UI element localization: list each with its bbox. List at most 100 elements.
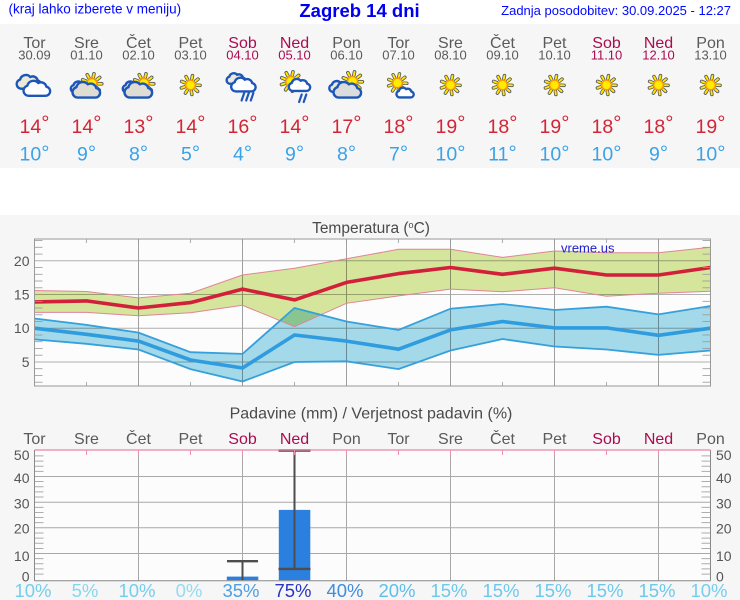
svg-text:15%: 15% <box>638 580 675 600</box>
svg-text:15: 15 <box>14 287 30 303</box>
svg-text:Tor: Tor <box>23 35 46 52</box>
svg-text:06.10: 06.10 <box>330 48 363 63</box>
svg-text:35%: 35% <box>222 580 259 600</box>
svg-text:11°: 11° <box>488 142 516 166</box>
svg-text:Pon: Pon <box>696 431 724 448</box>
svg-text:07.10: 07.10 <box>382 48 415 63</box>
svg-text:20: 20 <box>14 521 30 537</box>
svg-text:10.10: 10.10 <box>538 48 571 63</box>
svg-text:0: 0 <box>716 569 724 585</box>
svg-text:0%: 0% <box>176 580 203 600</box>
svg-text:10%: 10% <box>14 580 51 600</box>
svg-text:15%: 15% <box>534 580 571 600</box>
svg-text:30: 30 <box>716 495 732 511</box>
svg-text:14°: 14° <box>72 112 102 138</box>
svg-text:20: 20 <box>14 253 30 269</box>
svg-text:Pet: Pet <box>542 35 567 52</box>
svg-text:Temperatura (oC): Temperatura (oC) <box>312 220 430 237</box>
svg-text:12.10: 12.10 <box>642 48 675 63</box>
svg-text:18°: 18° <box>488 112 518 138</box>
svg-text:16°: 16° <box>228 112 258 138</box>
svg-text:15%: 15% <box>430 580 467 600</box>
svg-text:40: 40 <box>716 470 732 486</box>
svg-text:20%: 20% <box>378 580 415 600</box>
svg-text:Sob: Sob <box>592 35 621 52</box>
svg-text:5: 5 <box>22 354 30 370</box>
svg-text:Ned: Ned <box>280 431 309 448</box>
svg-text:10°: 10° <box>540 142 570 166</box>
svg-text:10%: 10% <box>690 580 727 600</box>
svg-text:19°: 19° <box>696 112 726 138</box>
svg-text:50: 50 <box>14 447 30 463</box>
svg-text:Sob: Sob <box>592 431 621 448</box>
svg-text:vreme.us: vreme.us <box>561 241 615 256</box>
svg-text:15%: 15% <box>586 580 623 600</box>
svg-text:Tor: Tor <box>23 431 46 448</box>
svg-text:18°: 18° <box>644 112 674 138</box>
svg-text:14°: 14° <box>280 112 310 138</box>
svg-text:10°: 10° <box>436 142 466 166</box>
svg-text:13°: 13° <box>124 112 154 138</box>
svg-text:10: 10 <box>14 548 30 564</box>
svg-text:Pon: Pon <box>332 35 360 52</box>
svg-text:10°: 10° <box>20 142 50 166</box>
svg-text:5°: 5° <box>181 142 200 166</box>
svg-text:05.10: 05.10 <box>278 48 311 63</box>
svg-text:30: 30 <box>14 495 30 511</box>
svg-text:02.10: 02.10 <box>122 48 155 63</box>
svg-text:40: 40 <box>14 470 30 486</box>
svg-text:40%: 40% <box>326 580 363 600</box>
svg-text:9°: 9° <box>285 142 304 166</box>
svg-text:8°: 8° <box>129 142 148 166</box>
svg-text:20: 20 <box>716 521 732 537</box>
svg-text:4°: 4° <box>233 142 252 166</box>
svg-text:Čet: Čet <box>490 33 515 52</box>
svg-text:Čet: Čet <box>126 33 151 52</box>
svg-text:14°: 14° <box>176 112 206 138</box>
svg-text:18°: 18° <box>592 112 622 138</box>
svg-text:75%: 75% <box>274 580 311 600</box>
svg-text:08.10: 08.10 <box>434 48 467 63</box>
svg-text:19°: 19° <box>436 112 466 138</box>
svg-text:Čet: Čet <box>126 429 151 448</box>
svg-text:10°: 10° <box>592 142 622 166</box>
svg-text:9°: 9° <box>77 142 96 166</box>
svg-text:Pet: Pet <box>178 35 203 52</box>
svg-text:0: 0 <box>22 569 30 585</box>
svg-text:Čet: Čet <box>490 429 515 448</box>
svg-text:Pon: Pon <box>696 35 724 52</box>
svg-text:Tor: Tor <box>387 35 410 52</box>
svg-text:10°: 10° <box>696 142 726 166</box>
svg-text:10%: 10% <box>118 580 155 600</box>
svg-text:09.10: 09.10 <box>486 48 519 63</box>
svg-text:01.10: 01.10 <box>70 48 103 63</box>
svg-text:19°: 19° <box>540 112 570 138</box>
svg-text:Ned: Ned <box>644 431 673 448</box>
svg-text:Sre: Sre <box>74 431 99 448</box>
svg-text:Padavine (mm) / Verjetnost pad: Padavine (mm) / Verjetnost padavin (%) <box>230 406 513 423</box>
svg-text:03.10: 03.10 <box>174 48 207 63</box>
svg-text:13.10: 13.10 <box>694 48 727 63</box>
svg-text:Pon: Pon <box>332 431 360 448</box>
svg-text:14°: 14° <box>20 112 50 138</box>
svg-text:Sob: Sob <box>228 431 257 448</box>
svg-text:Ned: Ned <box>644 35 673 52</box>
svg-text:17°: 17° <box>332 112 362 138</box>
svg-text:5%: 5% <box>72 580 99 600</box>
svg-text:10: 10 <box>14 320 30 336</box>
svg-text:Pet: Pet <box>542 431 567 448</box>
svg-text:Zagreb 14 dni: Zagreb 14 dni <box>299 0 419 21</box>
svg-text:9°: 9° <box>649 142 668 166</box>
svg-text:11.10: 11.10 <box>591 48 623 63</box>
svg-text:04.10: 04.10 <box>226 48 259 63</box>
svg-text:15%: 15% <box>482 580 519 600</box>
svg-text:Sob: Sob <box>228 35 257 52</box>
svg-text:Tor: Tor <box>387 431 410 448</box>
svg-text:Zadnja posodobitev: 30.09.2025: Zadnja posodobitev: 30.09.2025 - 12:27 <box>501 3 731 18</box>
svg-text:30.09: 30.09 <box>18 48 51 63</box>
svg-text:8°: 8° <box>337 142 356 166</box>
svg-text:(kraj lahko izberete v meniju): (kraj lahko izberete v meniju) <box>9 2 182 17</box>
svg-text:50: 50 <box>716 447 732 463</box>
svg-text:7°: 7° <box>389 142 408 166</box>
svg-text:Pet: Pet <box>178 431 203 448</box>
